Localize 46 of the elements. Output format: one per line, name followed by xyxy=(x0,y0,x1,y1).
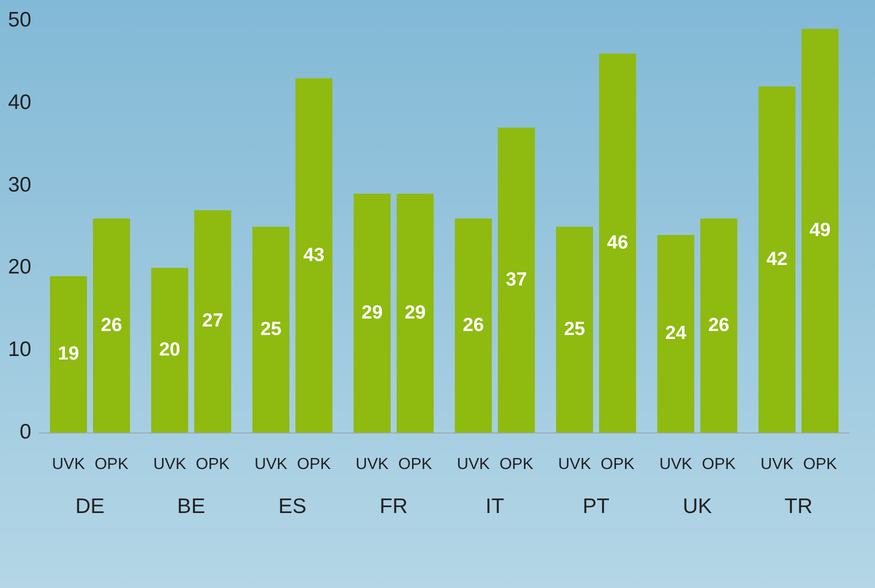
data-label: 19 xyxy=(58,344,80,365)
y-tick-label: 50 xyxy=(8,8,32,32)
y-tick-label: 30 xyxy=(8,173,32,196)
text: UVK xyxy=(254,456,288,474)
series-label: UVK xyxy=(52,456,86,474)
text: OPK xyxy=(803,456,837,474)
data-label: 20 xyxy=(159,340,180,361)
text: UVK xyxy=(558,456,592,474)
text: OPK xyxy=(702,456,736,474)
data-label: 43 xyxy=(303,244,324,266)
x-tick-label: UK xyxy=(682,495,712,518)
x-tick-label: IT xyxy=(486,495,504,518)
text: UVK xyxy=(659,456,692,474)
text: UVK xyxy=(760,456,794,474)
data-label: 25 xyxy=(564,318,586,340)
series-label: OPK xyxy=(94,456,129,474)
y-tick-label: 20 xyxy=(8,256,32,279)
x-tick-label: PT xyxy=(582,495,610,518)
data-label: 26 xyxy=(708,314,730,336)
data-label: 42 xyxy=(766,248,788,270)
data-label: 25 xyxy=(260,318,282,340)
data-label: 37 xyxy=(506,270,527,291)
x-tick-label: FR xyxy=(380,495,408,518)
data-label: 29 xyxy=(404,302,426,324)
data-label: 27 xyxy=(202,310,224,332)
x-tick-label: DE xyxy=(75,495,105,518)
y-tick-label: 0 xyxy=(20,420,32,444)
data-label: 29 xyxy=(362,302,383,324)
x-tick-label: BE xyxy=(177,495,206,518)
data-label: 46 xyxy=(607,232,628,254)
y-tick-label: 10 xyxy=(8,338,32,362)
data-label: 26 xyxy=(100,314,122,336)
text: UVK xyxy=(356,456,389,474)
text: UVK xyxy=(456,456,490,474)
x-tick-label: TR xyxy=(784,495,813,518)
text: UVK xyxy=(153,456,186,474)
data-label: 49 xyxy=(809,220,831,242)
data-label: 26 xyxy=(462,314,484,336)
text: OPK xyxy=(297,456,331,474)
text: OPK xyxy=(499,456,534,474)
text: OPK xyxy=(196,456,230,474)
x-tick-label: ES xyxy=(278,495,306,518)
data-label: 24 xyxy=(665,323,687,344)
y-tick-label: 40 xyxy=(8,90,32,114)
text: OPK xyxy=(398,456,432,474)
text: OPK xyxy=(600,456,634,474)
